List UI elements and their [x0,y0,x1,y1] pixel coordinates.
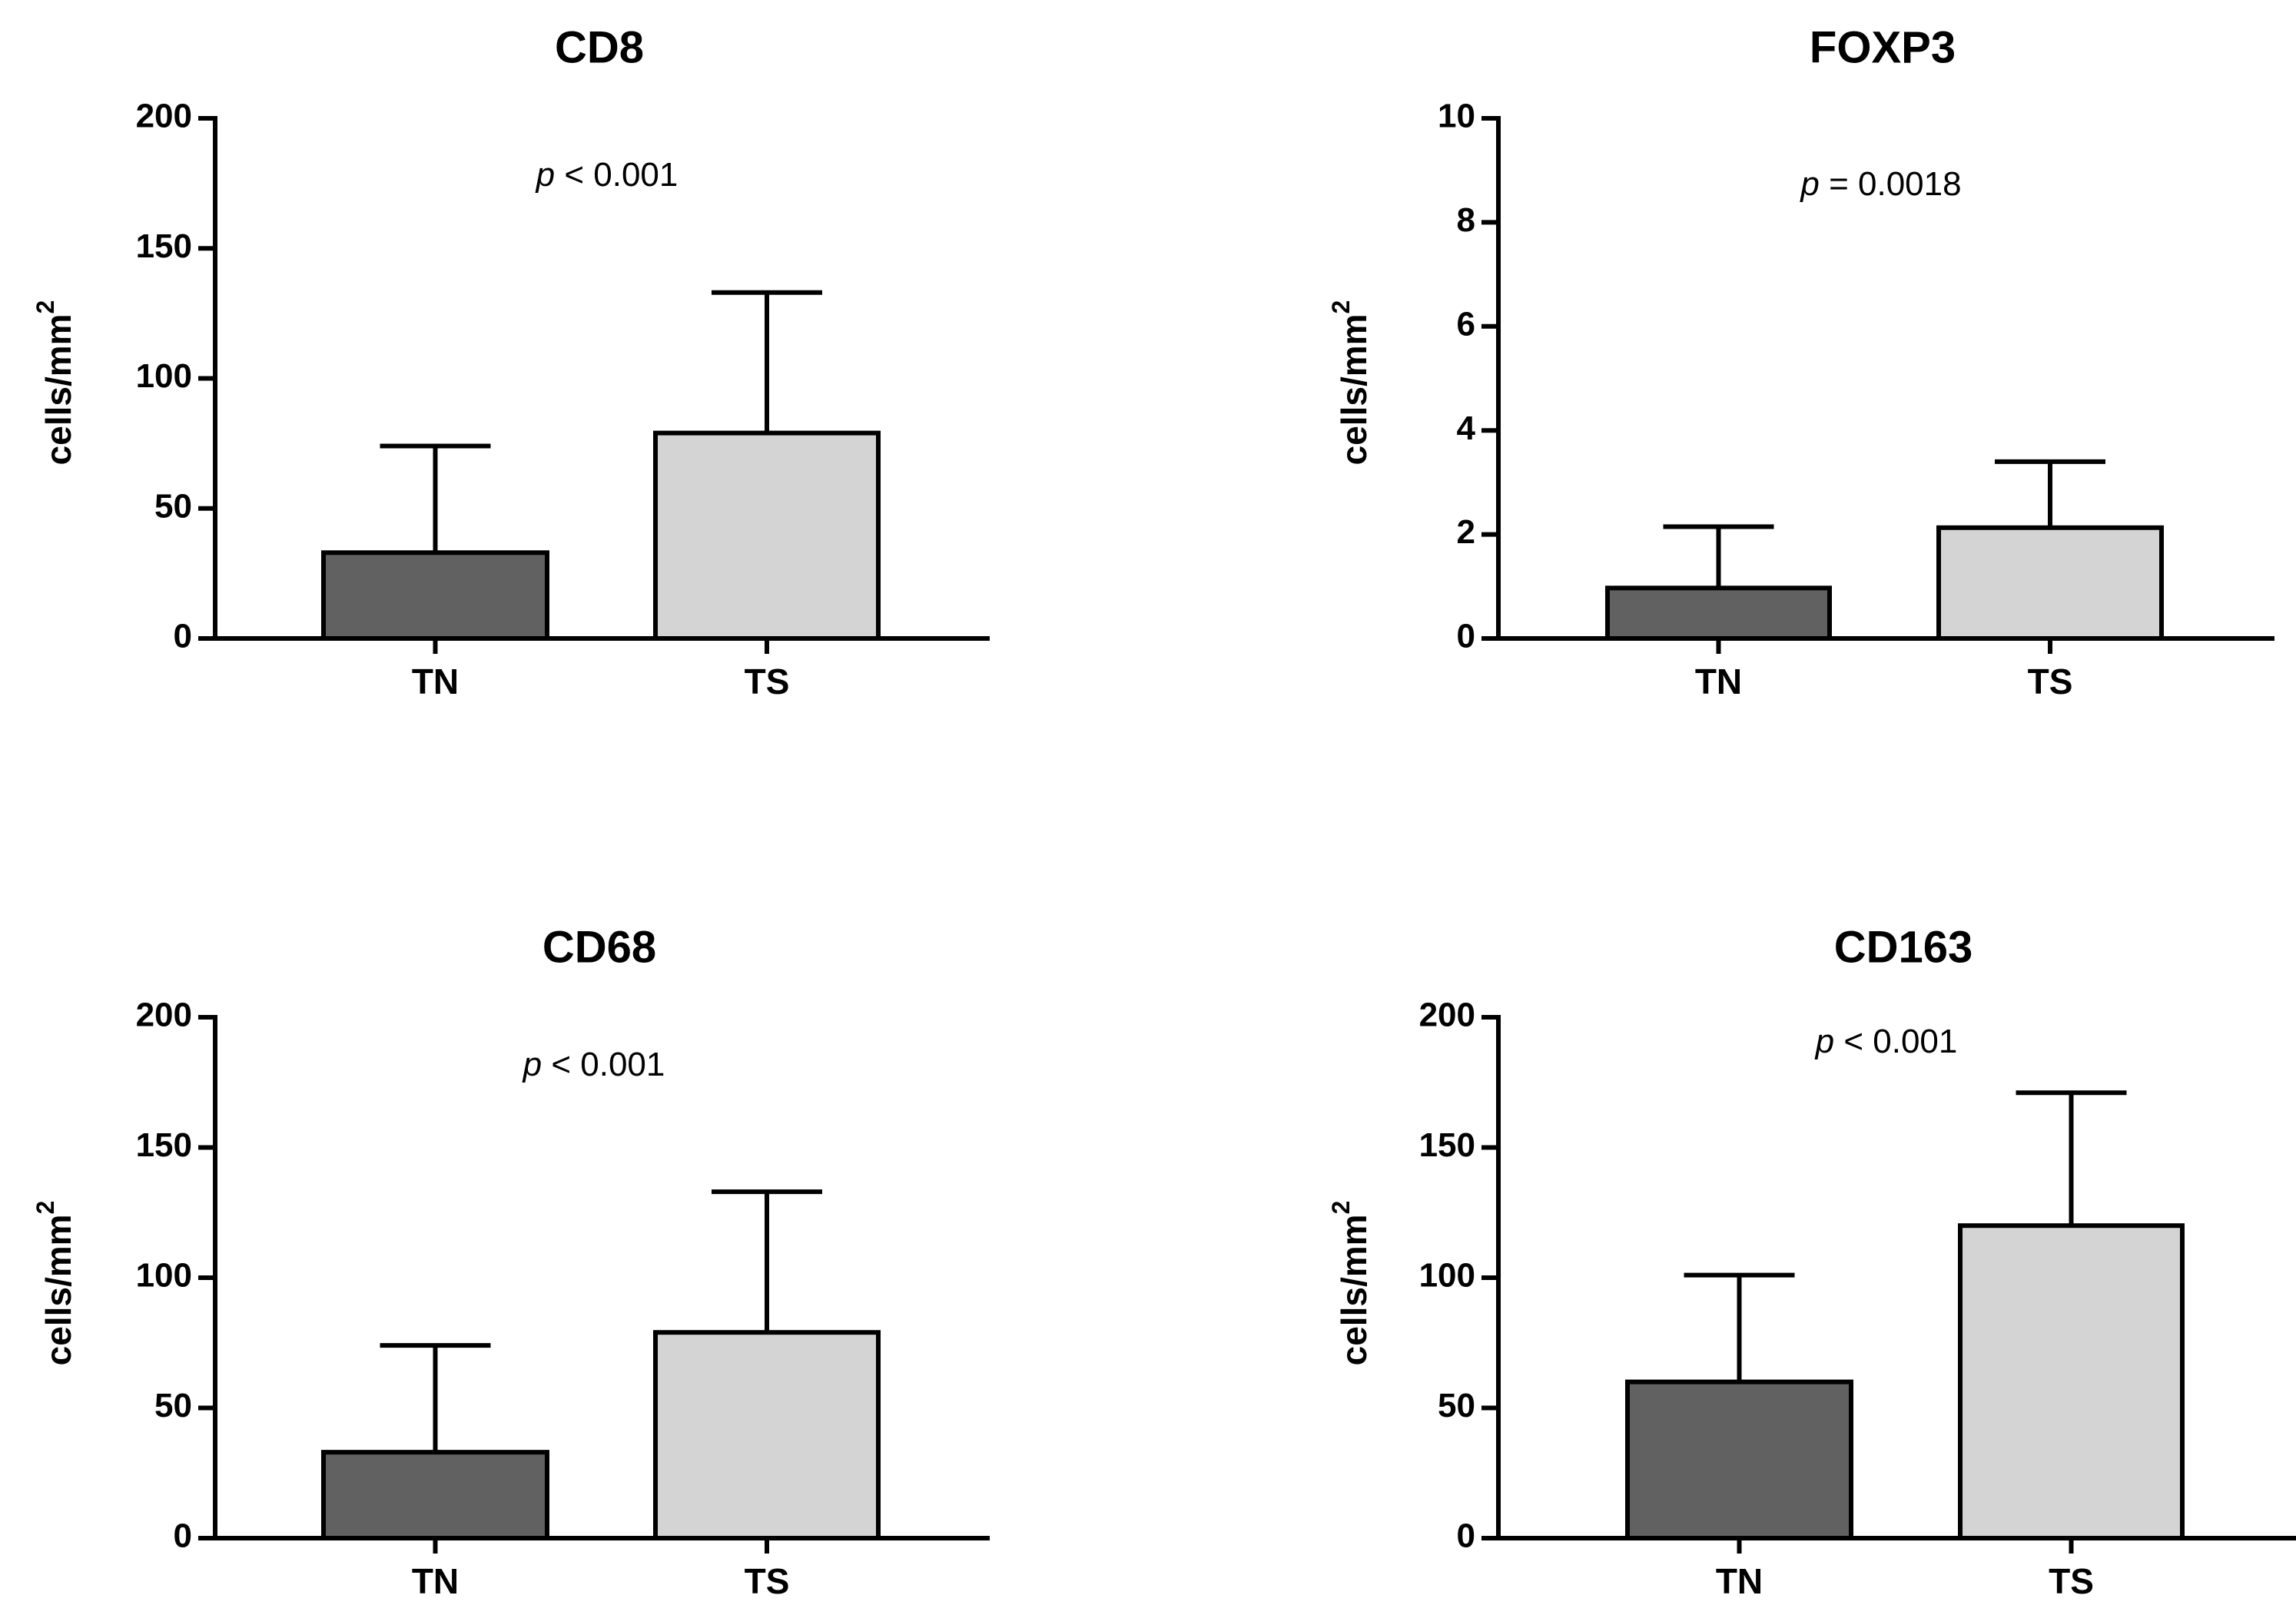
chart-title: FOXP3 [1810,22,1956,72]
bar-ts [1936,525,2164,642]
bar-ts [1958,1223,2185,1540]
x-category-label: TS [745,1561,790,1601]
y-axis-label: cells/mm2 [32,1201,78,1366]
y-tick-label: 0 [1457,618,1475,655]
y-tick-label: 150 [136,1126,192,1164]
y-tick-label: 50 [154,487,192,525]
chart-panel-cd8: CD8 0 50 100 150 200 TN TS p < 0.001 cells/mm2 [32,22,990,701]
chart-title: CD68 [542,922,656,972]
bar-tn [321,1450,549,1541]
chart-panel-cd68: CD68 0 50 100 150 200 TN TS p < 0.001 cells/mm2 [32,922,990,1601]
y-tick-label: 2 [1457,513,1475,551]
p-value-annotation: p < 0.001 [535,156,679,194]
p-value-annotation: p = 0.0018 [1799,165,1961,203]
x-category-label: TN [412,662,459,701]
y-tick-label: 200 [136,98,192,135]
chart-title: CD163 [1834,922,1973,972]
y-tick-label: 100 [136,1257,192,1295]
p-value-annotation: p < 0.001 [522,1046,665,1083]
y-tick-label: 150 [1419,1126,1475,1164]
y-tick-label: 200 [1419,996,1475,1034]
bar-ts [653,430,881,642]
x-category-label: TN [412,1561,459,1601]
x-category-label: TN [1716,1561,1763,1601]
x-category-label: TN [1695,662,1742,701]
p-value-annotation: p < 0.001 [1814,1023,1958,1060]
y-tick-label: 200 [136,996,192,1034]
chart-panel-foxp3: FOXP3 0 2 4 6 8 10 TN TS p = 0.0018 cells/mm2 [1327,22,2274,701]
y-tick-label: 150 [136,227,192,265]
y-tick-label: 100 [1419,1257,1475,1295]
x-category-label: TS [745,662,790,701]
bar-tn [1625,1379,1853,1540]
bar-tn [1605,585,1832,641]
bar-ts [653,1330,881,1540]
chart-panel-cd163: CD163 0 50 100 150 200 TN TS p < 0.001 cells/mm2 [1327,922,2296,1601]
y-axis-label: cells/mm2 [1327,1201,1374,1366]
chart-title: CD8 [555,22,644,72]
y-tick-label: 8 [1457,201,1475,239]
y-tick-label: 6 [1457,305,1475,343]
x-category-label: TS [2049,1561,2094,1601]
y-tick-label: 100 [136,357,192,395]
y-axis-label: cells/mm2 [1327,300,1374,466]
y-tick-label: 0 [174,618,192,655]
y-tick-label: 0 [1457,1517,1475,1555]
y-tick-label: 4 [1457,410,1476,447]
y-axis-label: cells/mm2 [32,300,78,466]
x-category-label: TS [2028,662,2073,701]
bar-tn [321,550,549,641]
y-tick-label: 0 [174,1517,192,1555]
y-tick-label: 10 [1438,98,1475,135]
y-tick-label: 50 [1438,1387,1475,1424]
y-tick-label: 50 [154,1387,192,1424]
